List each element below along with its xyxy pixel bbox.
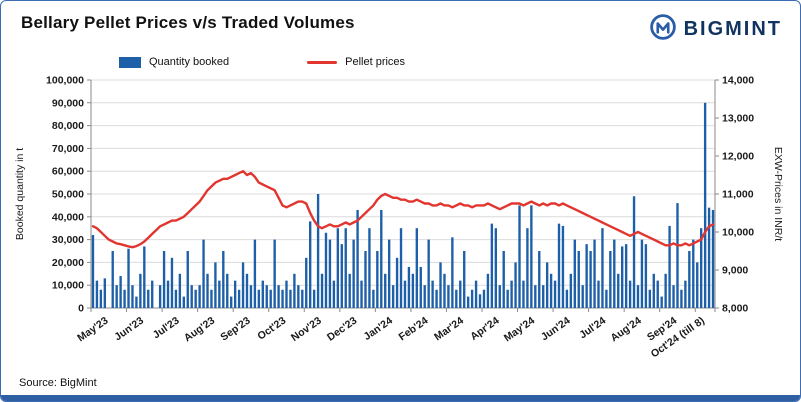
svg-text:80,000: 80,000 bbox=[52, 120, 84, 132]
svg-text:May'23: May'23 bbox=[75, 315, 110, 345]
svg-text:Nov'23: Nov'23 bbox=[289, 315, 324, 344]
svg-text:Jul'23: Jul'23 bbox=[151, 315, 182, 342]
chart-area: 0 10,000 20,000 30,000 40,000 50,000 60,000 70,… bbox=[9, 70, 800, 363]
svg-text:Mar'24: Mar'24 bbox=[432, 315, 466, 344]
svg-text:30,000: 30,000 bbox=[52, 234, 84, 246]
svg-text:9,000: 9,000 bbox=[722, 265, 748, 277]
svg-text:70,000: 70,000 bbox=[52, 143, 84, 155]
svg-text:Sep'23: Sep'23 bbox=[218, 315, 252, 344]
svg-text:EXW-Prices in INR/t: EXW-Prices in INR/t bbox=[772, 147, 784, 241]
svg-text:20,000: 20,000 bbox=[52, 257, 84, 269]
svg-text:Oct'23: Oct'23 bbox=[255, 315, 288, 343]
chart-legend: Quantity booked Pellet prices bbox=[119, 56, 800, 68]
svg-text:Aug'23: Aug'23 bbox=[182, 315, 217, 345]
svg-text:Dec'23: Dec'23 bbox=[325, 315, 359, 344]
svg-text:11,000: 11,000 bbox=[722, 189, 754, 201]
combo-chart: 0 10,000 20,000 30,000 40,000 50,000 60,000 70,… bbox=[14, 75, 784, 361]
legend-item-prices: Pellet prices bbox=[307, 56, 405, 68]
svg-text:14,000: 14,000 bbox=[722, 75, 754, 87]
page-title: Bellary Pellet Prices v/s Traded Volumes bbox=[21, 13, 355, 32]
bottom-accent-bar bbox=[1, 395, 800, 401]
svg-text:May'24: May'24 bbox=[502, 315, 537, 345]
svg-text:12,000: 12,000 bbox=[722, 151, 754, 163]
header: Bellary Pellet Prices v/s Traded Volumes… bbox=[1, 1, 800, 46]
bigmint-logo-text: BIGMINT bbox=[683, 18, 782, 40]
svg-text:10,000: 10,000 bbox=[722, 227, 754, 239]
svg-text:100,000: 100,000 bbox=[46, 75, 84, 87]
svg-text:40,000: 40,000 bbox=[52, 211, 84, 223]
legend-item-quantity: Quantity booked bbox=[119, 56, 229, 68]
legend-line-label: Pellet prices bbox=[345, 56, 406, 68]
bigmint-logo-icon bbox=[649, 13, 677, 46]
svg-text:13,000: 13,000 bbox=[722, 113, 754, 125]
svg-text:8,000: 8,000 bbox=[722, 303, 748, 315]
svg-text:90,000: 90,000 bbox=[52, 97, 84, 109]
svg-text:Jun'23: Jun'23 bbox=[112, 315, 146, 344]
legend-bar-swatch bbox=[119, 56, 141, 68]
legend-line-swatch bbox=[307, 60, 338, 64]
svg-text:10,000: 10,000 bbox=[52, 280, 84, 292]
svg-text:Jul'24: Jul'24 bbox=[577, 315, 608, 342]
svg-text:Booked quantity in t: Booked quantity in t bbox=[14, 148, 26, 240]
svg-text:Feb'24: Feb'24 bbox=[397, 315, 431, 344]
svg-text:Jan'24: Jan'24 bbox=[362, 315, 395, 343]
svg-text:60,000: 60,000 bbox=[52, 166, 84, 178]
legend-bar-label: Quantity booked bbox=[149, 56, 230, 68]
svg-text:50,000: 50,000 bbox=[52, 189, 84, 201]
svg-text:Aug'24: Aug'24 bbox=[608, 315, 643, 345]
svg-text:0: 0 bbox=[78, 303, 84, 315]
svg-text:Apr'24: Apr'24 bbox=[468, 315, 501, 343]
svg-text:Jun'24: Jun'24 bbox=[539, 315, 573, 344]
bigmint-logo: BIGMINT bbox=[649, 13, 782, 46]
source-note: Source: BigMint bbox=[19, 377, 97, 389]
